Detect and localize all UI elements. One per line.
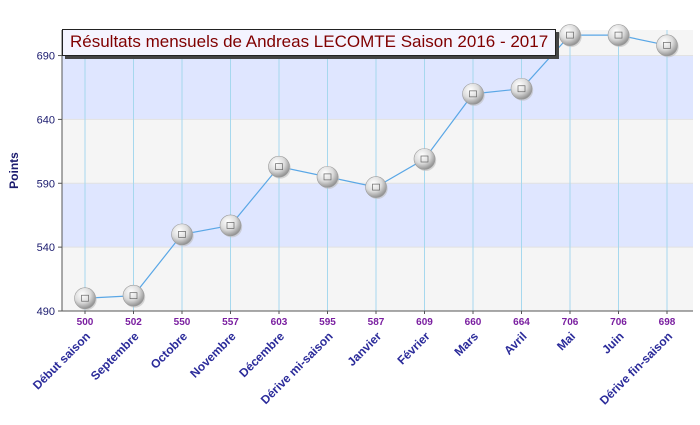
data-label: 550 <box>174 317 191 328</box>
marker-ball <box>268 155 290 178</box>
marker-emblem <box>469 90 477 98</box>
marker-emblem <box>566 31 574 39</box>
marker-emblem <box>129 292 138 300</box>
marker-emblem <box>372 183 380 191</box>
data-label: 664 <box>513 317 530 328</box>
y-tick-label: 540 <box>37 242 55 254</box>
marker-ball <box>462 83 484 105</box>
marker-ball <box>122 284 145 307</box>
data-label: 557 <box>222 317 239 328</box>
data-point-marker <box>365 176 388 200</box>
marker-emblem <box>226 222 235 229</box>
x-category-label: Avril <box>501 329 529 357</box>
data-point-marker <box>268 155 291 179</box>
marker-ball <box>74 287 96 310</box>
y-tick-label: 640 <box>37 114 55 126</box>
data-label: 706 <box>610 317 627 328</box>
y-tick-label: 690 <box>37 51 55 63</box>
marker-ball <box>607 24 630 46</box>
grid-band <box>62 55 693 120</box>
marker-ball <box>365 176 387 198</box>
marker-ball <box>510 77 533 100</box>
grid-band <box>62 119 693 184</box>
data-label: 660 <box>465 317 482 328</box>
y-axis-title: Points <box>7 152 21 189</box>
data-label: 706 <box>562 317 579 328</box>
data-point-marker <box>219 214 243 238</box>
chart-title: Résultats mensuels de Andreas LECOMTE Sa… <box>62 29 557 56</box>
marker-emblem <box>178 231 186 238</box>
data-label: 587 <box>368 317 385 328</box>
x-category-label: Novembre <box>187 329 239 381</box>
marker-ball <box>413 148 436 170</box>
x-category-label: Juin <box>599 329 626 356</box>
marker-emblem <box>614 31 623 39</box>
data-point-marker <box>656 34 679 58</box>
marker-ball <box>656 34 678 57</box>
data-point-marker <box>171 223 194 247</box>
marker-emblem <box>275 163 283 171</box>
x-category-label: Mai <box>554 329 578 353</box>
data-point-marker <box>74 287 97 311</box>
data-label: 500 <box>77 317 94 328</box>
y-tick-label: 590 <box>37 178 55 190</box>
x-category-label: Décembre <box>236 329 287 380</box>
marker-emblem <box>420 155 429 163</box>
marker-emblem <box>517 85 526 93</box>
marker-emblem <box>323 173 332 181</box>
marker-ball <box>219 214 242 237</box>
x-category-label: Mars <box>451 329 481 359</box>
marker-emblem <box>81 294 89 302</box>
x-category-label: Février <box>394 329 432 367</box>
data-point-marker <box>510 77 534 101</box>
data-label: 603 <box>271 317 288 328</box>
data-point-marker <box>559 24 582 48</box>
data-label: 595 <box>319 317 336 328</box>
data-point-marker <box>316 166 340 189</box>
marker-emblem <box>663 41 671 49</box>
x-category-label: Octobre <box>148 329 191 372</box>
grid-band <box>62 247 693 311</box>
x-category-label: Début saison <box>30 329 93 392</box>
data-point-marker <box>462 83 485 106</box>
data-label: 609 <box>416 317 433 328</box>
data-point-marker <box>122 284 146 308</box>
x-category-label: Janvier <box>345 329 385 369</box>
marker-ball <box>171 223 193 246</box>
data-point-marker <box>413 148 437 172</box>
marker-ball <box>316 166 339 188</box>
data-label: 502 <box>125 317 142 328</box>
y-tick-label: 490 <box>37 306 55 318</box>
data-label: 698 <box>659 317 676 328</box>
marker-ball <box>559 24 581 46</box>
x-category-label: Septembre <box>88 329 142 383</box>
data-point-marker <box>607 24 631 48</box>
